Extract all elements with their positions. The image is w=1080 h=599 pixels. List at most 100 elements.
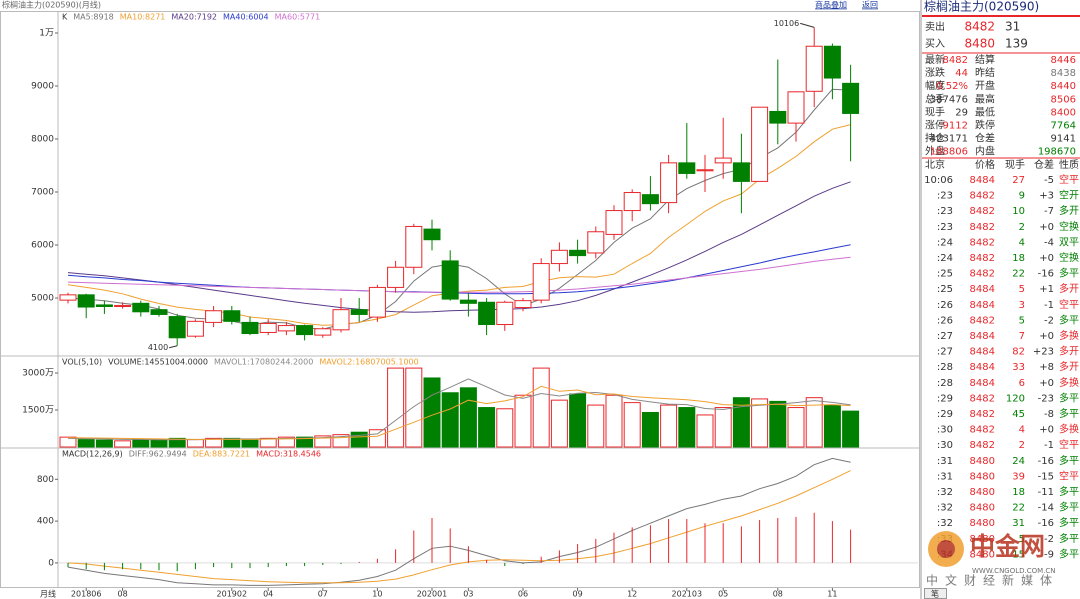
trade-price: 8484 bbox=[970, 378, 995, 389]
legend-entry: K bbox=[62, 13, 68, 22]
volume-bar bbox=[59, 436, 77, 448]
trade-change: +0 bbox=[1039, 253, 1054, 264]
x-tick-label: 10 bbox=[372, 590, 382, 599]
indicator-line bbox=[67, 385, 851, 440]
trade-price: 8480 bbox=[970, 549, 995, 560]
indicator-line bbox=[67, 256, 851, 293]
volume-bar bbox=[168, 437, 186, 448]
trade-price: 8484 bbox=[970, 331, 995, 342]
trade-volume: 39 bbox=[1012, 471, 1025, 482]
trade-volume: 120 bbox=[1006, 393, 1025, 404]
volume-bar bbox=[623, 402, 641, 448]
x-tick-label: 201902 bbox=[217, 590, 248, 599]
trade-time: :31 bbox=[937, 471, 953, 482]
trade-type: 多开 bbox=[1059, 204, 1079, 217]
trade-volume: 31 bbox=[1012, 518, 1025, 529]
trade-type: 多换 bbox=[1059, 376, 1079, 389]
trade-price: 8480 bbox=[970, 456, 995, 467]
candle-body bbox=[405, 225, 423, 268]
stat-value: 9112 bbox=[943, 121, 968, 132]
legend-entry: MA10:8271 bbox=[120, 13, 166, 22]
trade-time: :32 bbox=[937, 487, 953, 498]
stat-value: 8506 bbox=[1051, 94, 1076, 105]
trade-type: 多开 bbox=[1059, 360, 1079, 373]
volume-bar bbox=[205, 437, 223, 448]
candle-body bbox=[314, 328, 332, 336]
low-pointer bbox=[169, 345, 178, 349]
volume-bar bbox=[405, 367, 423, 448]
candle-body bbox=[59, 294, 77, 301]
volume-bar bbox=[296, 436, 314, 448]
quote-title: 棕榈油主力(020590) bbox=[924, 0, 1039, 14]
trade-header: 价格 bbox=[975, 158, 995, 171]
candle-body bbox=[532, 263, 550, 301]
candle-body bbox=[387, 266, 405, 288]
volume-bar bbox=[441, 392, 459, 448]
trade-type: 多开 bbox=[1059, 345, 1079, 358]
trade-time: :26 bbox=[937, 300, 953, 311]
volume-bar bbox=[368, 429, 386, 448]
tab-label[interactable]: 笔 bbox=[931, 589, 939, 599]
trade-type: 多平 bbox=[1059, 267, 1079, 280]
stat-value: 29 bbox=[955, 107, 968, 118]
candle-body bbox=[168, 316, 186, 339]
candle-body bbox=[823, 45, 841, 79]
trade-change: -5 bbox=[1044, 175, 1054, 186]
volume-bar bbox=[514, 394, 532, 448]
stat-label: 内盘 bbox=[975, 145, 995, 158]
volume-bar bbox=[805, 397, 823, 448]
candle-body bbox=[787, 91, 805, 124]
trade-volume: 2 bbox=[1019, 222, 1025, 233]
trade-type: 空平 bbox=[1059, 438, 1079, 451]
volume-bar bbox=[314, 435, 332, 448]
volume-bar bbox=[150, 439, 168, 448]
trade-type: 多平 bbox=[1059, 391, 1079, 404]
stat-label: 仓差 bbox=[975, 132, 995, 145]
legend-entry: MA5:8918 bbox=[73, 13, 114, 22]
trade-time: :31 bbox=[937, 456, 953, 467]
volume-bar bbox=[532, 367, 550, 448]
volume-bar bbox=[496, 408, 514, 448]
button[interactable]: 返回 bbox=[862, 1, 878, 10]
trade-type: 多平 bbox=[1059, 313, 1079, 326]
trade-time: :30 bbox=[937, 440, 953, 451]
watermark: 中金网 WWW.CNGOLD.COM.CN 中文财经新媒体 bbox=[926, 531, 1059, 588]
stat-value: 8438 bbox=[1051, 68, 1076, 79]
x-tick-label: 08 bbox=[773, 590, 783, 599]
volume-bar bbox=[387, 367, 405, 448]
candle-body bbox=[277, 325, 295, 332]
candle-body bbox=[569, 249, 587, 257]
x-tick-label: 03 bbox=[463, 590, 473, 599]
x-tick-label: 11 bbox=[827, 590, 837, 599]
y-tick-label: 0 bbox=[48, 558, 54, 568]
trade-volume: 6 bbox=[1019, 378, 1025, 389]
trade-change: -4 bbox=[1044, 237, 1054, 248]
trade-volume: 33 bbox=[1012, 362, 1025, 373]
trade-change: -16 bbox=[1038, 518, 1054, 529]
trade-volume: 24 bbox=[1012, 456, 1025, 467]
trade-type: 多平 bbox=[1059, 407, 1079, 420]
candle-body bbox=[696, 169, 714, 172]
x-tick-label: 04 bbox=[263, 590, 273, 599]
button[interactable]: 商品叠加 bbox=[815, 0, 847, 10]
trade-change: +0 bbox=[1039, 425, 1054, 436]
trade-change: -8 bbox=[1044, 409, 1054, 420]
x-tick-label: 09 bbox=[573, 590, 583, 599]
volume-bar bbox=[751, 398, 769, 448]
volume-bar bbox=[423, 377, 441, 448]
candle-body bbox=[441, 260, 459, 300]
trade-change: -9 bbox=[1044, 549, 1054, 560]
trade-time: :29 bbox=[937, 393, 953, 404]
stat-value: 387476 bbox=[930, 94, 968, 105]
legend-entry: MAVOL2:16807005.1000 bbox=[319, 358, 418, 367]
trade-volume: 18 bbox=[1012, 487, 1025, 498]
trade-price: 8484 bbox=[970, 175, 995, 186]
trade-change: -16 bbox=[1038, 269, 1054, 280]
volume-bar bbox=[842, 410, 860, 448]
watermark-slogan: 中文财经新媒体 bbox=[926, 573, 1059, 588]
stat-label: 涨跌 bbox=[925, 66, 945, 79]
trade-price: 8482 bbox=[970, 315, 995, 326]
y-tick-label: 7000 bbox=[31, 188, 54, 198]
trade-price: 8482 bbox=[970, 409, 995, 420]
